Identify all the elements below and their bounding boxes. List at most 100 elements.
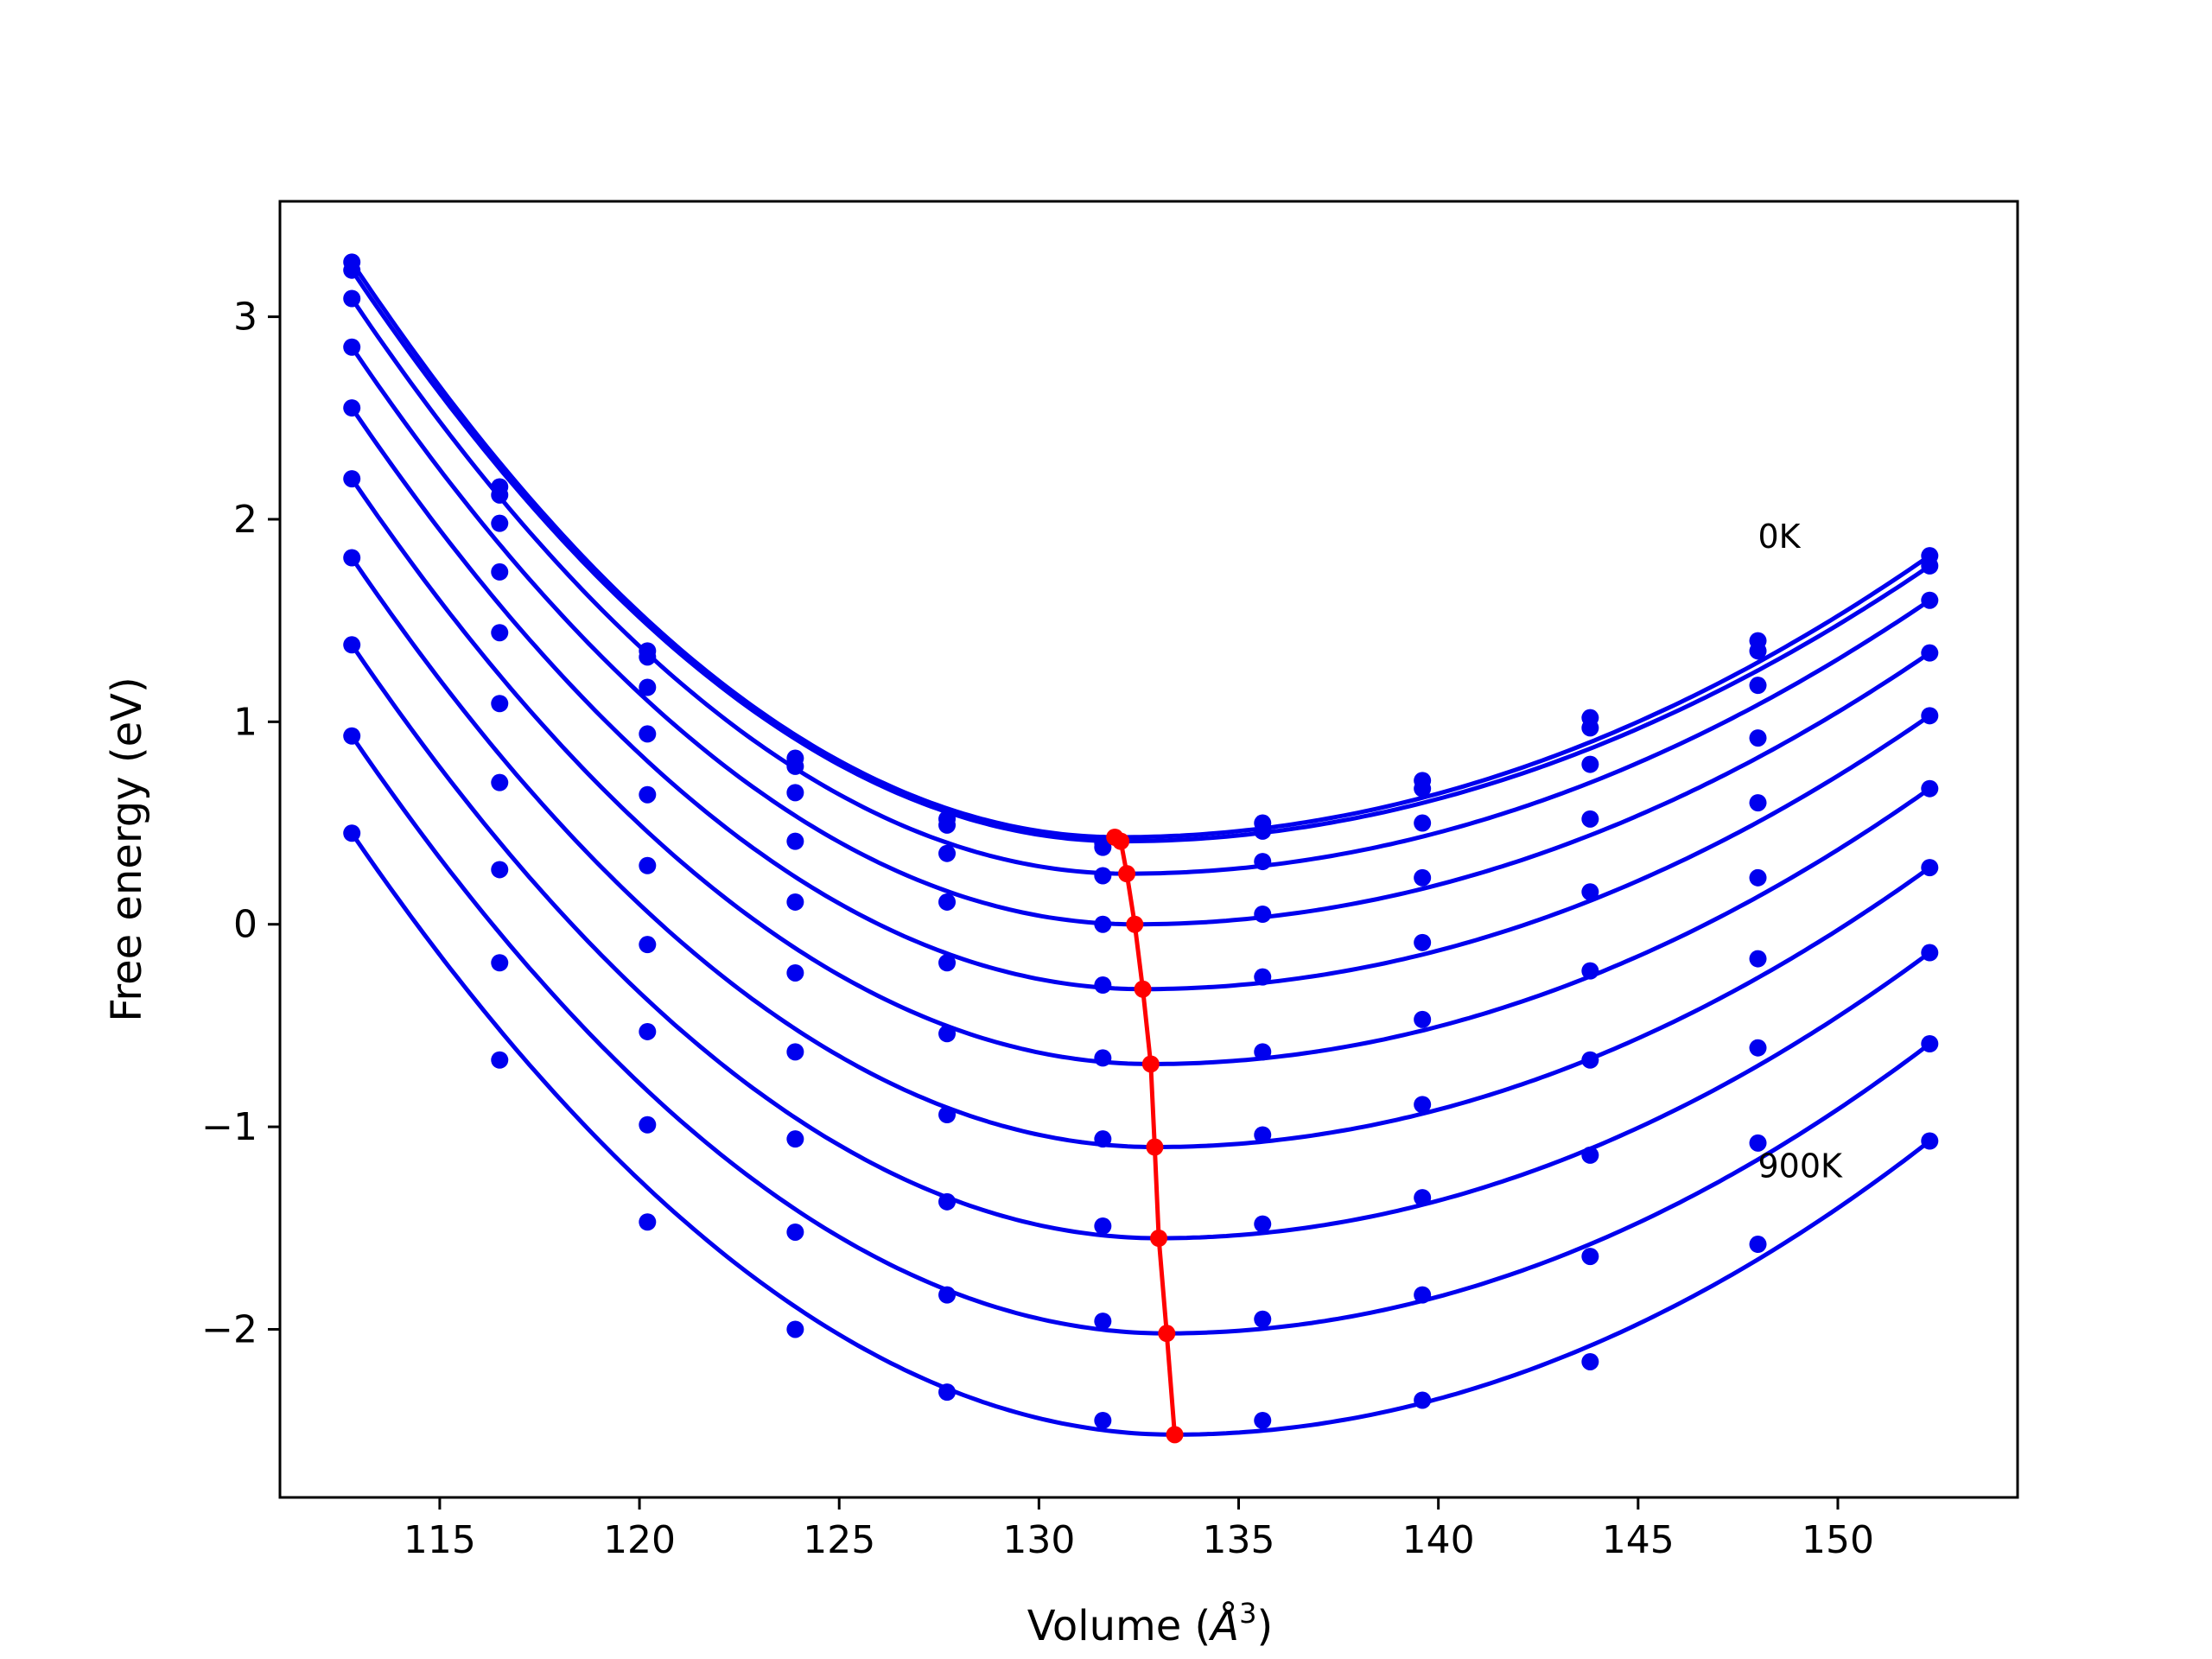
fit-curve-2: [350, 269, 1931, 844]
data-point-s9-7: [1254, 1310, 1272, 1328]
data-point-s3-11: [1921, 591, 1939, 609]
annotation-900k: 900K: [1758, 1147, 1844, 1185]
data-point-s3-5: [938, 844, 957, 862]
data-point-s2-9: [1581, 719, 1599, 737]
data-point-s7-3: [639, 936, 657, 954]
data-point-s9-2: [491, 954, 509, 972]
data-point-s2-5: [938, 816, 957, 834]
data-point-s8-1: [343, 636, 361, 654]
x-tick-label-145: 145: [1602, 1518, 1675, 1562]
data-point-s4-3: [639, 725, 657, 743]
data-point-s5-7: [1254, 968, 1272, 986]
data-point-s8-6: [1094, 1217, 1112, 1235]
data-point-s4-8: [1414, 868, 1432, 887]
data-point-s2-8: [1414, 779, 1432, 798]
data-point-s7-11: [1921, 859, 1939, 877]
data-point-s6-9: [1581, 962, 1599, 980]
x-tick-label-135: 135: [1203, 1518, 1275, 1562]
data-point-s4-11: [1921, 644, 1939, 662]
data-point-s8-4: [786, 1130, 804, 1148]
fit-curve-5: [350, 406, 1931, 992]
data-point-s2-10: [1749, 642, 1767, 660]
y-tick-label-2: 2: [233, 498, 257, 542]
x-tick-label-115: 115: [404, 1518, 476, 1562]
data-point-s3-8: [1414, 814, 1432, 832]
minimum-point-9: [1158, 1325, 1176, 1343]
data-point-s7-6: [1094, 1130, 1112, 1148]
x-axis-ticks: 115 120 125 130 135 140 145 150: [404, 1497, 1874, 1562]
data-point-s9-1: [343, 727, 361, 745]
data-point-s2-11: [1921, 556, 1939, 575]
data-point-s10-11: [1921, 1132, 1939, 1150]
data-point-s7-2: [491, 773, 509, 791]
data-point-s9-10: [1749, 1134, 1767, 1152]
minimum-point-5: [1134, 980, 1152, 998]
data-point-s6-10: [1749, 868, 1767, 887]
data-point-s5-4: [786, 893, 804, 911]
data-point-s5-2: [491, 624, 509, 642]
y-tick-label--1: −1: [201, 1105, 257, 1149]
minimum-point-10: [1166, 1426, 1184, 1444]
minimum-point-3: [1118, 865, 1136, 883]
data-point-s3-1: [343, 289, 361, 308]
y-tick-label-0: 0: [233, 903, 257, 947]
data-point-s7-9: [1581, 1051, 1599, 1069]
fit-curve-10: [350, 831, 1931, 1437]
fit-curve-9: [350, 734, 1931, 1336]
data-point-s4-10: [1749, 729, 1767, 747]
data-point-s4-5: [938, 893, 957, 911]
data-point-s8-5: [938, 1192, 957, 1211]
data-point-s6-3: [639, 856, 657, 874]
data-point-s9-4: [786, 1223, 804, 1241]
data-point-s8-3: [639, 1022, 657, 1040]
data-point-s10-5: [938, 1383, 957, 1402]
minimum-point-4: [1126, 915, 1144, 933]
fit-curve-1: [350, 260, 1931, 840]
data-point-s4-7: [1254, 906, 1272, 923]
y-axis-ticks: −2 −1 0 1 2 3: [201, 296, 280, 1351]
annotations: 0K 900K: [1758, 518, 1844, 1185]
data-point-s3-2: [491, 514, 509, 532]
data-point-s6-2: [491, 695, 509, 713]
data-point-s7-5: [938, 1106, 957, 1124]
data-point-s5-6: [1094, 976, 1112, 995]
data-point-s4-6: [1094, 915, 1112, 933]
data-point-s4-9: [1581, 810, 1599, 828]
data-point-s10-3: [639, 1213, 657, 1231]
data-point-s9-5: [938, 1286, 957, 1304]
data-point-s5-11: [1921, 707, 1939, 725]
data-point-s5-9: [1581, 883, 1599, 901]
minimum-point-7: [1146, 1138, 1164, 1156]
fit-curve-7: [350, 556, 1931, 1149]
data-point-s9-11: [1921, 1035, 1939, 1052]
data-point-s4-2: [491, 563, 509, 581]
data-point-s5-8: [1414, 933, 1432, 951]
fit-curve-6: [350, 477, 1931, 1066]
y-tick-label--2: −2: [201, 1307, 257, 1351]
data-point-s8-9: [1581, 1146, 1599, 1164]
data-point-s9-9: [1581, 1248, 1599, 1266]
minima-line: [1113, 835, 1177, 1435]
data-point-s6-5: [938, 1025, 957, 1043]
data-point-s6-4: [786, 963, 804, 982]
data-point-s10-2: [491, 1051, 509, 1069]
data-point-s2-7: [1254, 822, 1272, 840]
x-tick-label-130: 130: [1002, 1518, 1075, 1562]
data-point-s5-1: [343, 399, 361, 417]
data-point-s6-1: [343, 470, 361, 488]
data-point-s3-9: [1581, 755, 1599, 773]
data-point-s5-10: [1749, 794, 1767, 812]
minimum-point-8: [1150, 1230, 1168, 1247]
data-point-s10-6: [1094, 1411, 1112, 1429]
data-point-s9-3: [639, 1116, 657, 1134]
data-point-s10-8: [1414, 1391, 1432, 1409]
data-point-s8-8: [1414, 1189, 1432, 1207]
data-point-s2-1: [343, 261, 361, 279]
data-point-s10-10: [1749, 1236, 1767, 1254]
x-tick-label-150: 150: [1802, 1518, 1874, 1562]
data-point-s7-8: [1414, 1096, 1432, 1114]
data-point-s5-3: [639, 785, 657, 804]
data-point-s3-6: [1094, 867, 1112, 885]
data-point-s3-7: [1254, 853, 1272, 871]
data-point-s9-6: [1094, 1313, 1112, 1331]
